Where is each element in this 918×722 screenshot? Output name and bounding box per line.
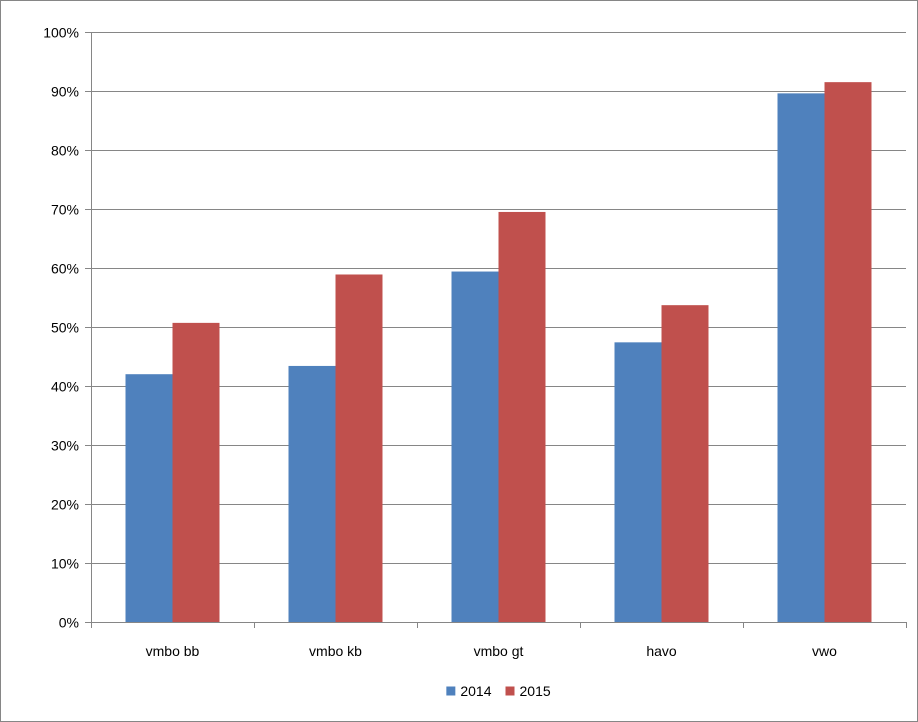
x-tick-label-vwo: vwo [812, 643, 837, 659]
bar-vmbo-kb-2015 [335, 274, 383, 622]
y-tick-label-30: 30% [51, 438, 79, 454]
y-tick-label-20: 20% [51, 497, 79, 513]
bar-vmbo-bb-2014 [125, 374, 173, 622]
y-tick-label-50: 50% [51, 320, 79, 336]
bar-vmbo-gt-2014 [451, 271, 499, 622]
x-tick-label-havo: havo [646, 643, 677, 659]
bar-vmbo-kb-2014 [288, 365, 336, 622]
legend-swatch-2015 [505, 686, 515, 696]
legend-label-2014: 2014 [460, 683, 491, 699]
y-tick-label-90: 90% [51, 84, 79, 100]
legend-label-2015: 2015 [520, 683, 551, 699]
y-tick-label-40: 40% [51, 379, 79, 395]
y-tick-label-60: 60% [51, 261, 79, 277]
axes [85, 32, 907, 628]
y-tick-label-100: 100% [43, 25, 79, 41]
bar-havo-2015 [661, 305, 709, 622]
y-tick-label-0: 0% [59, 615, 79, 631]
y-axis-tick-labels: 0% 10% 20% 30% 40% 50% 60% 70% 80% 90% 100% [43, 25, 79, 631]
bars [125, 82, 872, 623]
legend-swatch-2014 [446, 686, 456, 696]
y-tick-label-70: 70% [51, 202, 79, 218]
x-axis-tick-labels: vmbo bb vmbo kb vmbo gt havo vwo [146, 643, 838, 659]
bar-vmbo-gt-2015 [498, 211, 546, 622]
bar-vmbo-bb-2015 [172, 322, 220, 622]
x-tick-label-vmbo-bb: vmbo bb [146, 643, 200, 659]
y-tick-label-80: 80% [51, 143, 79, 159]
bar-vwo-2015 [824, 82, 872, 622]
x-tick-label-vmbo-gt: vmbo gt [474, 643, 524, 659]
legend: 2014 2015 [446, 683, 551, 699]
bar-havo-2014 [614, 342, 662, 622]
x-tick-label-vmbo-kb: vmbo kb [309, 643, 362, 659]
y-tick-label-10: 10% [51, 556, 79, 572]
bar-vwo-2014 [777, 93, 825, 623]
